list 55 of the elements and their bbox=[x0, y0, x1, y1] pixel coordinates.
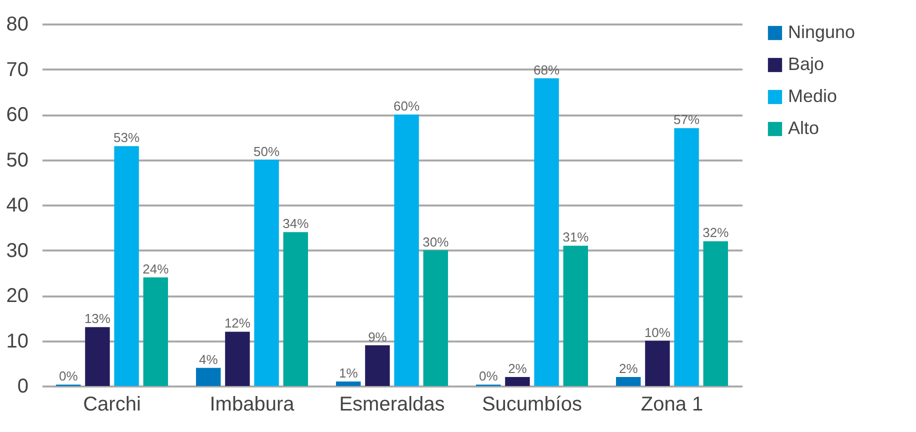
y-tick-label: 20 bbox=[6, 285, 28, 307]
y-tick-label: 10 bbox=[6, 330, 28, 352]
data-label: 13% bbox=[84, 311, 111, 326]
data-label: 1% bbox=[338, 365, 358, 380]
data-label: 34% bbox=[282, 216, 310, 232]
y-tick-label: 70 bbox=[6, 58, 28, 81]
x-tick-label: Sucumbíos bbox=[482, 394, 582, 416]
bar bbox=[114, 146, 139, 386]
bar bbox=[336, 381, 361, 386]
data-label: 31% bbox=[562, 230, 590, 245]
y-tick-label: 40 bbox=[6, 194, 28, 216]
bar bbox=[394, 114, 419, 386]
data-label: 2% bbox=[618, 360, 638, 376]
legend-label: Ninguno bbox=[788, 22, 856, 42]
x-tick-label: Imbabura bbox=[210, 394, 296, 416]
data-label: 32% bbox=[702, 225, 730, 240]
data-label: 2% bbox=[508, 360, 528, 376]
data-label: 4% bbox=[198, 352, 218, 367]
bar bbox=[423, 250, 448, 386]
data-label: 53% bbox=[114, 130, 140, 146]
bar bbox=[85, 327, 110, 386]
data-label: 30% bbox=[422, 234, 450, 250]
bar bbox=[703, 241, 728, 386]
legend-label: Alto bbox=[788, 118, 820, 138]
data-label: 9% bbox=[368, 329, 388, 344]
bar bbox=[254, 160, 279, 386]
bar bbox=[616, 376, 641, 386]
data-label: 50% bbox=[254, 144, 280, 159]
x-tick-label: Esmeraldas bbox=[339, 394, 445, 416]
data-label: 0% bbox=[58, 368, 78, 384]
bar bbox=[563, 246, 588, 386]
bar bbox=[645, 340, 670, 386]
y-tick-label: 0 bbox=[17, 376, 28, 398]
y-tick-label: 60 bbox=[6, 104, 28, 126]
data-label: 12% bbox=[224, 316, 251, 331]
bar bbox=[225, 332, 250, 386]
data-label: 60% bbox=[394, 98, 420, 114]
bar bbox=[674, 128, 699, 386]
data-label: 0% bbox=[478, 368, 498, 384]
y-tick-label: 30 bbox=[6, 240, 28, 262]
y-tick-label: 50 bbox=[6, 149, 28, 172]
bar bbox=[283, 232, 308, 386]
bar bbox=[505, 376, 530, 386]
x-tick-label: Zona 1 bbox=[640, 394, 704, 416]
data-label: 57% bbox=[674, 112, 700, 128]
bar bbox=[196, 368, 221, 386]
data-label: 24% bbox=[142, 261, 170, 276]
bar bbox=[143, 277, 168, 386]
bar bbox=[534, 78, 559, 386]
y-tick-label: 80 bbox=[6, 14, 28, 36]
x-tick-label: Carchi bbox=[83, 394, 141, 416]
data-label: 10% bbox=[644, 324, 671, 340]
legend-label: Medio bbox=[788, 86, 838, 106]
bar bbox=[365, 345, 390, 386]
legend-label: Bajo bbox=[788, 54, 824, 74]
